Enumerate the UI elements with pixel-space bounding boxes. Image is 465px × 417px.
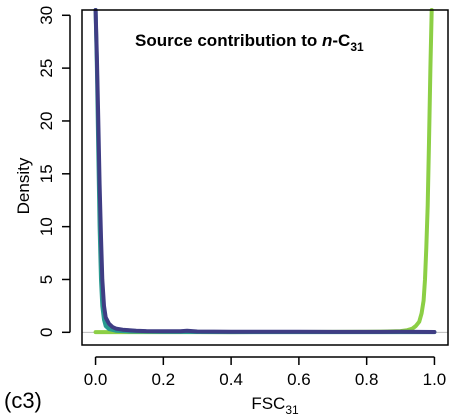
y-tick-label: 30 (37, 6, 56, 25)
title-italic: n (322, 31, 332, 50)
y-tick-label: 5 (37, 275, 56, 284)
chart-title: Source contribution to n-C31 (135, 31, 364, 54)
x-axis: 0.0 0.2 0.4 0.6 0.8 1.0 (84, 356, 447, 389)
x-label-subscript: 31 (285, 403, 299, 417)
density-curve-1 (93, 8, 434, 335)
y-axis-label: Density (14, 157, 33, 214)
x-tick-label: 0.8 (355, 370, 379, 389)
y-tick-label: 20 (37, 112, 56, 131)
y-tick-label: 10 (37, 217, 56, 236)
density-curve-3 (93, 8, 437, 334)
density-curve-2 (93, 8, 437, 335)
x-tick-label: 0.6 (287, 370, 311, 389)
y-axis: 0 5 10 15 20 25 30 (37, 6, 71, 337)
title-suffix: -C (332, 31, 350, 50)
title-subscript: 31 (350, 40, 364, 54)
series-layer (93, 8, 437, 335)
y-tick-label: 15 (37, 164, 56, 183)
plot-frame (81, 9, 449, 346)
x-tick-label: 0.4 (219, 370, 243, 389)
x-axis-label: FSC31 (251, 394, 299, 417)
x-label-main: FSC (251, 394, 285, 413)
x-tick-label: 1.0 (423, 370, 447, 389)
y-tick-label: 25 (37, 59, 56, 78)
panel-label: (c3) (4, 388, 42, 413)
x-tick-label: 0.0 (84, 370, 108, 389)
x-tick-label: 0.2 (152, 370, 176, 389)
y-tick-label: 0 (37, 328, 56, 337)
title-main: Source contribution to (135, 31, 322, 50)
